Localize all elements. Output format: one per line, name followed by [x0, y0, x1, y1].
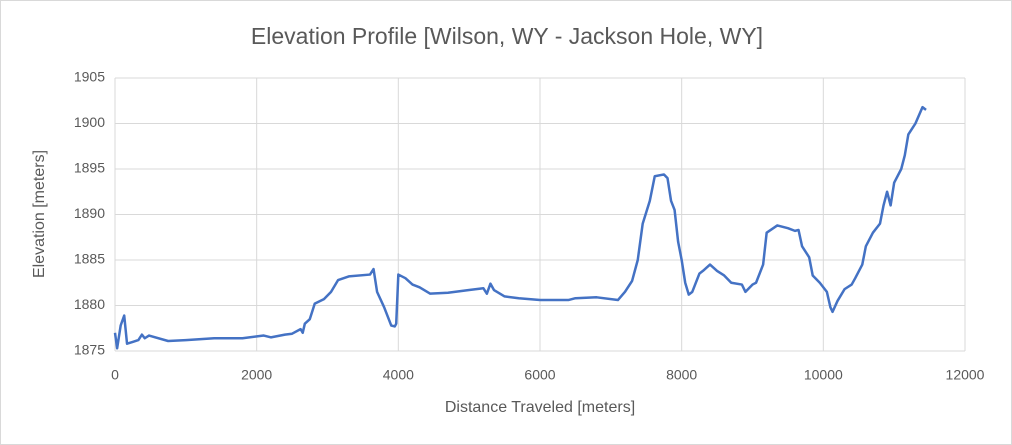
- x-tick-label: 6000: [524, 367, 555, 383]
- y-tick-label: 1885: [74, 251, 105, 267]
- x-tick-label: 2000: [241, 367, 272, 383]
- y-tick-label: 1900: [74, 114, 105, 130]
- x-tick-label: 0: [111, 367, 119, 383]
- y-tick-label: 1880: [74, 296, 105, 312]
- x-tick-label: 12000: [946, 367, 985, 383]
- x-tick-label: 8000: [666, 367, 697, 383]
- y-tick-label: 1905: [74, 69, 105, 85]
- y-axis-label: Elevation [meters]: [31, 150, 48, 278]
- x-axis-label: Distance Traveled [meters]: [445, 399, 635, 416]
- line-series: [113, 105, 927, 350]
- y-tick-label: 1875: [74, 342, 105, 358]
- x-tick-label: 10000: [804, 367, 843, 383]
- chart-title: Elevation Profile [Wilson, WY - Jackson …: [251, 23, 763, 49]
- y-tick-label: 1890: [74, 205, 105, 221]
- y-tick-label: 1895: [74, 160, 105, 176]
- x-tick-label: 4000: [383, 367, 414, 383]
